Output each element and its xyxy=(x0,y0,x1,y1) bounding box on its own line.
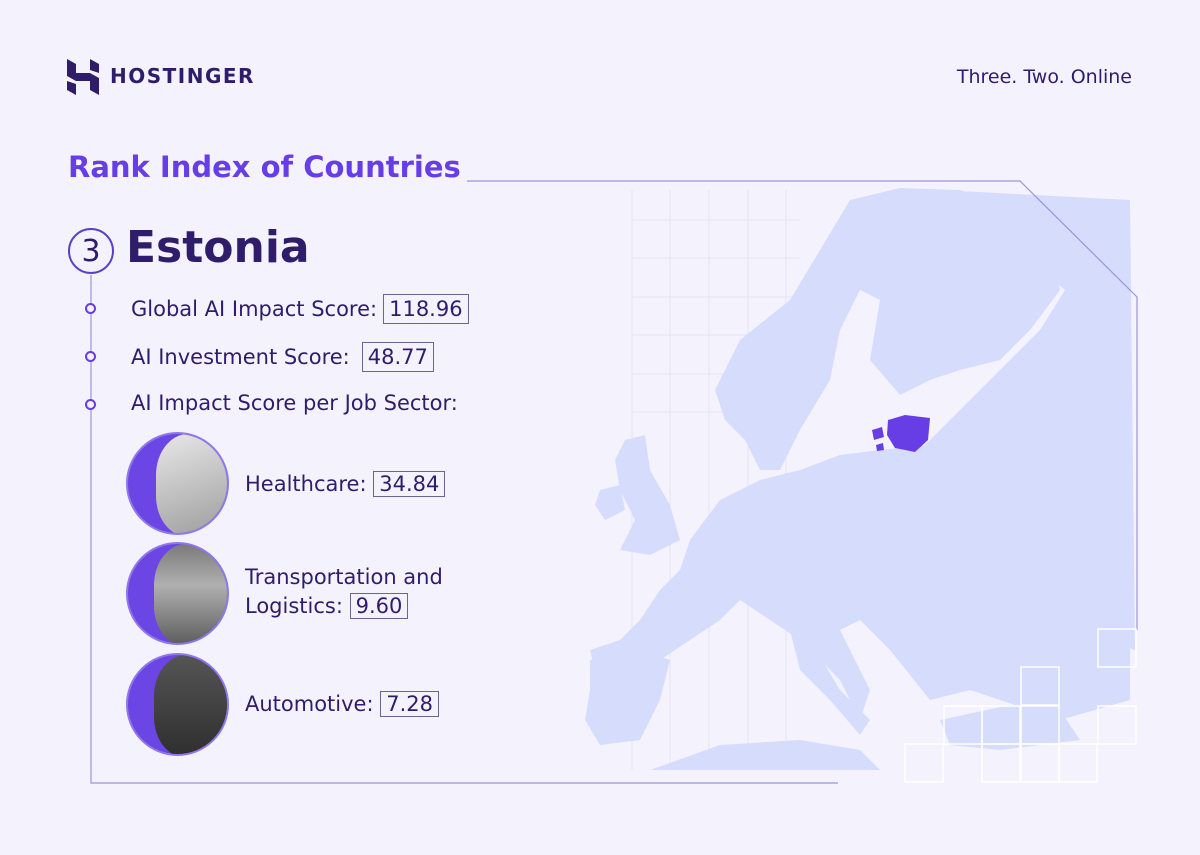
sector-transportation: Transportation and Logistics: 9.60 xyxy=(245,563,443,621)
bullet-icon xyxy=(85,303,96,314)
metric-sector-heading: AI Impact Score per Job Sector: xyxy=(131,391,458,415)
country-name: Estonia xyxy=(126,222,310,273)
map-land xyxy=(585,188,1135,770)
sector-healthcare: Healthcare: 34.84 xyxy=(245,470,446,499)
map-grid xyxy=(631,190,800,770)
rank-badge: 3 xyxy=(68,228,114,274)
metric-global-ai-impact: Global AI Impact Score: 118.96 xyxy=(131,294,469,324)
metric-value: 118.96 xyxy=(383,294,469,324)
metric-label: Global AI Impact Score: xyxy=(131,297,378,321)
decorative-squares xyxy=(904,628,1137,783)
bullet-icon xyxy=(85,351,96,362)
metric-ai-investment: AI Investment Score: 48.77 xyxy=(131,342,434,372)
sector-value: 7.28 xyxy=(380,691,440,717)
tagline: Three. Two. Online xyxy=(956,66,1132,88)
hostinger-logo-icon xyxy=(67,59,99,95)
sector-label: Logistics: xyxy=(245,594,343,618)
brand-name: HOSTINGER xyxy=(110,64,255,88)
sector-label: Healthcare: xyxy=(245,472,367,496)
boxes-photo-icon xyxy=(126,542,229,645)
metric-label: AI Investment Score: xyxy=(131,345,350,369)
metric-value: 48.77 xyxy=(361,342,434,372)
sector-value: 9.60 xyxy=(349,593,409,619)
sector-label: Automotive: xyxy=(245,692,374,716)
wrench-photo-icon xyxy=(126,653,229,756)
sector-value: 34.84 xyxy=(373,471,446,497)
sector-automotive: Automotive: 7.28 xyxy=(245,690,440,719)
stethoscope-photo-icon xyxy=(126,432,229,535)
bullet-icon xyxy=(85,399,96,410)
metric-label: AI Impact Score per Job Sector: xyxy=(131,391,458,415)
sector-label: Transportation and xyxy=(245,565,443,589)
frame-lines xyxy=(90,180,1138,784)
estonia-highlight xyxy=(872,415,930,452)
page-title: Rank Index of Countries xyxy=(68,150,461,184)
